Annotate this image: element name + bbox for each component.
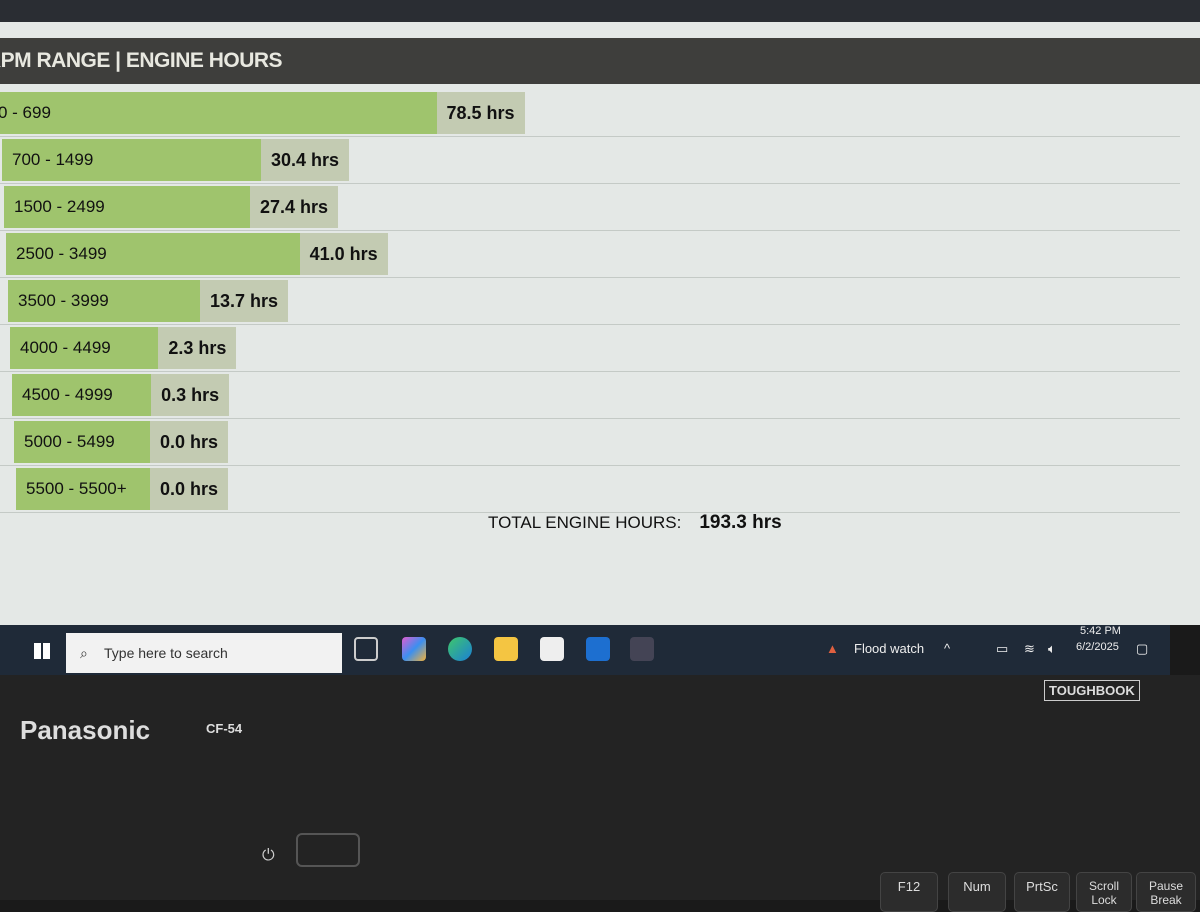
task-view-icon[interactable] (354, 637, 378, 661)
laptop-bezel: Panasonic CF-54 TOUGHBOOK ⏻ (0, 675, 1200, 900)
bar: 5000 - 5499 (14, 421, 150, 463)
value-label: 0.3 hrs (151, 374, 230, 416)
power-button[interactable]: ⏻ (262, 847, 275, 864)
brand-logo: Panasonic (20, 715, 151, 745)
value-label: 13.7 hrs (200, 280, 289, 322)
total-label: TOTAL ENGINE HOURS: (488, 513, 682, 532)
value-label: 27.4 hrs (250, 186, 339, 228)
total-engine-hours: TOTAL ENGINE HOURS: 193.3 hrs (488, 512, 782, 534)
chart-row: 3500 - 3999 13.7 hrs (0, 278, 1180, 325)
bar-chart: 0 - 699 78.5 hrs 700 - 1499 30.4 hrs 1500 - … (0, 90, 1180, 513)
chart-row: 4500 - 4999 0.3 hrs (0, 372, 1180, 419)
value-label: 0.0 hrs (150, 421, 229, 463)
app-icon[interactable] (630, 637, 654, 661)
chart-row: 0 - 699 78.5 hrs (0, 90, 1180, 137)
chart-title: RPM RANGE | ENGINE HOURS (0, 49, 283, 72)
model-label: CF-54 (206, 721, 243, 736)
chart-header: RPM RANGE | ENGINE HOURS (0, 38, 1200, 84)
value-label: 0.0 hrs (150, 468, 229, 510)
chart-row: 4000 - 4499 2.3 hrs (0, 325, 1180, 372)
total-value: 193.3 hrs (699, 512, 782, 533)
bar: 4500 - 4999 (12, 374, 152, 416)
chart-row: 5500 - 5500+ 0.0 hrs (0, 466, 1180, 513)
value-label: 2.3 hrs (158, 327, 237, 369)
fingerprint-reader[interactable] (296, 833, 360, 867)
bar: 700 - 1499 (2, 139, 261, 181)
chart-row: 700 - 1499 30.4 hrs (0, 137, 1180, 184)
value-label: 78.5 hrs (436, 92, 525, 134)
key-prtsc[interactable]: PrtSc (1014, 872, 1070, 912)
clock-date[interactable]: 6/2/2025 (1076, 641, 1119, 653)
search-icon: ⌕ (80, 645, 88, 661)
taskbar: ⌕ Type here to search ▲ Flood watch ^ ▭ ≋… (0, 625, 1170, 675)
chevron-up-icon[interactable]: ^ (944, 641, 951, 656)
chart-row: 2500 - 3499 41.0 hrs (0, 231, 1180, 278)
copilot-icon[interactable] (402, 637, 426, 661)
outlook-icon[interactable] (586, 637, 610, 661)
toughbook-logo: TOUGHBOOK (1044, 680, 1140, 701)
key-f12[interactable]: F12 (880, 872, 938, 912)
battery-icon[interactable]: ▭ (996, 641, 1009, 656)
key-scroll-lock[interactable]: Scroll Lock (1076, 872, 1132, 912)
bar: 3500 - 3999 (8, 280, 200, 322)
bar: 1500 - 2499 (4, 186, 250, 228)
value-label: 30.4 hrs (260, 139, 349, 181)
search-input[interactable]: ⌕ Type here to search (66, 633, 342, 673)
clock-time[interactable]: 5:42 PM (1080, 625, 1121, 637)
app-screen: RPM RANGE | ENGINE HOURS 0 - 699 78.5 hrs… (0, 0, 1200, 625)
key-num[interactable]: Num (948, 872, 1006, 912)
weather-alert-icon[interactable]: ▲ (826, 641, 839, 656)
bar: 5500 - 5500+ (16, 468, 150, 510)
chart-row: 1500 - 2499 27.4 hrs (0, 184, 1180, 231)
bar: 0 - 699 (0, 92, 437, 134)
wifi-icon[interactable]: ≋ (1024, 641, 1035, 656)
bar: 2500 - 3499 (6, 233, 300, 275)
file-explorer-icon[interactable] (494, 637, 518, 661)
store-icon[interactable] (540, 637, 564, 661)
key-pause-break[interactable]: Pause Break (1136, 872, 1196, 912)
windows-start-icon[interactable] (34, 643, 50, 659)
volume-icon[interactable]: 🔈︎ (1048, 641, 1056, 656)
window-title-bar (0, 0, 1200, 22)
edge-icon[interactable] (448, 637, 472, 661)
value-label: 41.0 hrs (299, 233, 388, 275)
bar: 4000 - 4499 (10, 327, 159, 369)
weather-text[interactable]: Flood watch (854, 641, 925, 656)
notifications-icon[interactable]: ▢ (1136, 641, 1149, 656)
chart-row: 5000 - 5499 0.0 hrs (0, 419, 1180, 466)
